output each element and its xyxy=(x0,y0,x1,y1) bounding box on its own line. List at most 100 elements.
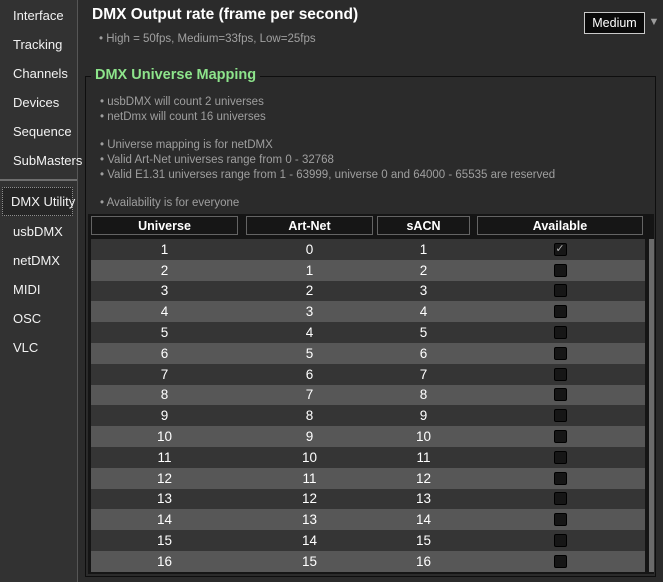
cell-artnet: 9 xyxy=(305,429,314,445)
cell-universe: 9 xyxy=(160,408,169,424)
note-gap xyxy=(100,125,555,138)
cell-available: ✓ xyxy=(477,239,643,260)
cell-available xyxy=(477,385,643,406)
table-row[interactable]: 14 13 14 xyxy=(91,509,645,531)
table-row[interactable]: 2 1 2 xyxy=(91,259,645,281)
cell-universe: 2 xyxy=(160,262,169,278)
table-row[interactable]: 3 2 3 xyxy=(91,280,645,302)
sidebar-item-usbdmx[interactable]: usbDMX xyxy=(13,224,63,239)
available-checkbox[interactable] xyxy=(553,305,567,319)
available-checkbox[interactable] xyxy=(553,471,567,485)
sidebar-item-tracking[interactable]: Tracking xyxy=(13,37,63,52)
cell-artnet: 15 xyxy=(301,553,318,569)
available-checkbox[interactable] xyxy=(553,326,567,340)
available-checkbox[interactable] xyxy=(553,554,567,568)
available-checkbox[interactable] xyxy=(553,388,567,402)
cell-artnet: 13 xyxy=(301,512,318,528)
column-header-available[interactable]: Available xyxy=(477,216,643,235)
output-rate-dropdown-value: Medium xyxy=(592,16,637,30)
cell-available xyxy=(477,281,643,302)
sidebar-item-channels[interactable]: Channels xyxy=(13,66,68,81)
cell-universe: 14 xyxy=(156,512,173,528)
cell-sacn: 14 xyxy=(415,512,432,528)
mapping-note: • Availability is for everyone xyxy=(100,197,240,209)
cell-sacn: 5 xyxy=(419,325,428,341)
cell-universe: 6 xyxy=(160,345,169,361)
cell-artnet: 1 xyxy=(305,262,314,278)
cell-artnet: 5 xyxy=(305,345,314,361)
available-checkbox[interactable] xyxy=(553,346,567,360)
mapping-note: • Valid E1.31 universes range from 1 - 6… xyxy=(100,169,556,181)
available-checkbox[interactable] xyxy=(553,513,567,527)
chevron-down-icon[interactable]: ▼ xyxy=(648,16,660,28)
table-row[interactable]: 1 0 1 ✓ xyxy=(91,239,645,260)
mapping-note: • Valid Art-Net universes range from 0 -… xyxy=(100,154,334,166)
sidebar-item-dmx-utility[interactable]: DMX Utility xyxy=(2,187,75,216)
column-header-universe[interactable]: Universe xyxy=(91,216,238,235)
column-header-art-net[interactable]: Art-Net xyxy=(246,216,373,235)
cell-available xyxy=(477,364,643,385)
table-row[interactable]: 16 15 16 xyxy=(91,550,645,572)
cell-universe: 4 xyxy=(160,304,169,320)
cell-available xyxy=(477,322,643,343)
vertical-scrollbar[interactable] xyxy=(649,239,654,572)
cell-artnet: 0 xyxy=(305,241,314,257)
available-checkbox[interactable] xyxy=(553,409,567,423)
available-checkbox[interactable] xyxy=(553,492,567,506)
sidebar-item-vlc[interactable]: VLC xyxy=(13,340,39,355)
cell-sacn: 13 xyxy=(415,491,432,507)
output-rate-dropdown[interactable]: Medium xyxy=(584,12,645,34)
sidebar-item-midi[interactable]: MIDI xyxy=(13,282,41,297)
table-row[interactable]: 5 4 5 xyxy=(91,322,645,343)
sidebar-item-interface[interactable]: Interface xyxy=(13,8,64,23)
table-row[interactable]: 15 14 15 xyxy=(91,530,645,551)
cell-universe: 11 xyxy=(157,449,172,465)
cell-sacn: 1 xyxy=(419,241,428,257)
available-checkbox[interactable] xyxy=(553,430,567,444)
table-row[interactable]: 13 12 13 xyxy=(91,488,645,510)
mapping-note: • Universe mapping is for netDMX xyxy=(100,139,273,151)
cell-sacn: 7 xyxy=(419,366,428,382)
sidebar-group-dmx: DMX Utility usbDMX netDMX MIDI OSC VLC xyxy=(0,185,77,362)
cell-available xyxy=(477,426,643,447)
available-checkbox[interactable] xyxy=(553,263,567,277)
cell-sacn: 10 xyxy=(415,429,432,445)
table-row[interactable]: 9 8 9 xyxy=(91,405,645,427)
available-checkbox[interactable]: ✓ xyxy=(553,242,567,256)
column-header-sacn[interactable]: sACN xyxy=(377,216,470,235)
cell-universe: 1 xyxy=(160,241,169,257)
available-checkbox[interactable] xyxy=(553,450,567,464)
cell-artnet: 3 xyxy=(305,304,314,320)
sidebar-group-main: Interface Tracking Channels Devices Sequence… xyxy=(0,0,83,175)
sidebar-item-sequence[interactable]: Sequence xyxy=(13,124,72,139)
cell-available xyxy=(477,301,643,322)
rate-note: • High = 50fps, Medium=33fps, Low=25fps xyxy=(99,33,316,45)
cell-available xyxy=(477,489,643,510)
table-row[interactable]: 8 7 8 xyxy=(91,384,645,406)
cell-universe: 15 xyxy=(156,533,173,549)
table-row[interactable]: 12 11 12 xyxy=(91,467,645,489)
scrollbar-thumb[interactable] xyxy=(649,239,654,572)
available-checkbox[interactable] xyxy=(553,284,567,298)
available-checkbox[interactable] xyxy=(553,367,567,381)
table-row[interactable]: 6 5 6 xyxy=(91,342,645,364)
cell-sacn: 15 xyxy=(415,533,432,549)
cell-artnet: 6 xyxy=(305,366,314,382)
table-row[interactable]: 4 3 4 xyxy=(91,301,645,323)
sidebar-item-osc[interactable]: OSC xyxy=(13,311,42,326)
sidebar-item-submasters[interactable]: SubMasters xyxy=(13,153,83,168)
sidebar-item-netdmx[interactable]: netDMX xyxy=(13,253,60,268)
mapping-note: • netDmx will count 16 universes xyxy=(100,111,266,123)
groupbox-title: DMX Universe Mapping xyxy=(91,67,261,83)
universe-mapping-groupbox: DMX Universe Mapping • usbDMX will count… xyxy=(85,67,656,577)
note-gap xyxy=(100,183,555,196)
table-row[interactable]: 10 9 10 xyxy=(91,426,645,447)
cell-available xyxy=(477,343,643,364)
cell-universe: 8 xyxy=(160,387,169,403)
available-checkbox[interactable] xyxy=(553,534,567,548)
table-row[interactable]: 7 6 7 xyxy=(91,363,645,385)
cell-sacn: 3 xyxy=(419,283,428,299)
sidebar-item-devices[interactable]: Devices xyxy=(13,95,60,110)
cell-available xyxy=(477,405,643,426)
table-row[interactable]: 11 10 11 xyxy=(91,446,645,468)
